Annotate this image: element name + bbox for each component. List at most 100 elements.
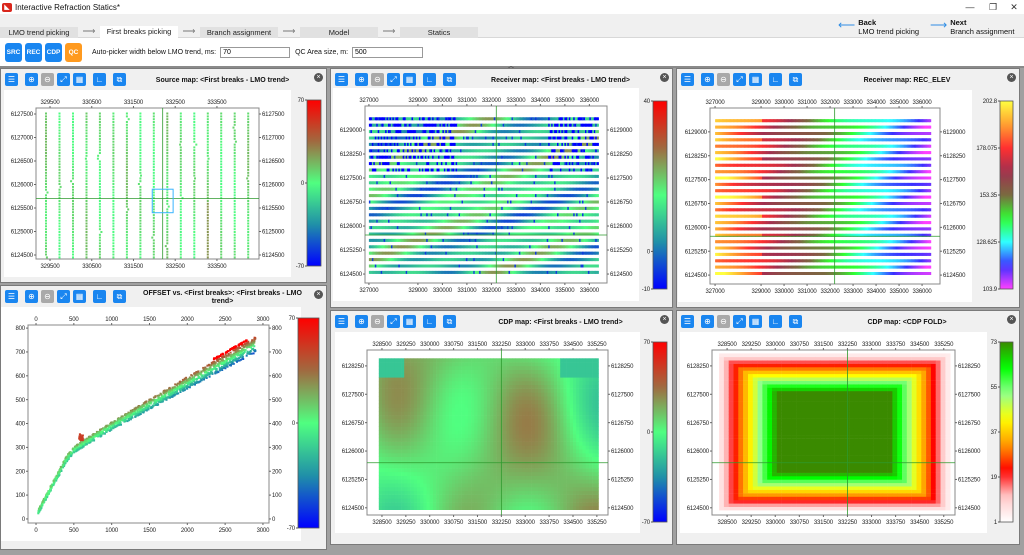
data-point	[166, 185, 169, 188]
data-point	[45, 214, 47, 217]
data-point	[127, 418, 130, 421]
zoom-in-icon[interactable]: ⊕	[355, 73, 368, 86]
qc-area-box[interactable]	[151, 188, 174, 214]
axes-icon[interactable]: ∟	[93, 290, 106, 303]
data-point	[451, 130, 454, 134]
tab-first-breaks-picking[interactable]: First breaks picking	[100, 26, 178, 39]
src-mode-button[interactable]: SRC	[5, 43, 22, 62]
data-point	[233, 239, 236, 242]
data-point	[579, 155, 582, 159]
fit-extent-icon[interactable]: ⤢	[387, 73, 400, 86]
data-point	[540, 168, 544, 172]
data-point	[220, 228, 223, 231]
rec-mode-button[interactable]: REC	[25, 43, 42, 62]
data-point	[582, 162, 585, 166]
data-point	[391, 213, 394, 217]
close-panel-icon[interactable]: ×	[660, 73, 669, 82]
data-point	[72, 236, 74, 239]
data-point	[66, 455, 69, 458]
one-to-one-icon[interactable]: ▦	[73, 73, 86, 86]
data-point	[579, 181, 582, 185]
x-tick-label: 329500	[40, 100, 60, 106]
one-to-one-icon[interactable]: ▦	[403, 73, 416, 86]
one-to-one-icon[interactable]: ▦	[73, 290, 86, 303]
minimize-icon[interactable]: —	[965, 2, 975, 12]
plot-canvas[interactable]: 0050050010001000150015002000200025002500…	[1, 286, 328, 551]
data-point	[411, 123, 414, 127]
data-point	[514, 187, 517, 191]
data-point	[413, 187, 416, 191]
data-point	[392, 142, 395, 146]
data-point	[85, 202, 88, 205]
data-point	[557, 181, 560, 185]
popout-icon[interactable]: ⧉	[113, 290, 126, 303]
data-point	[152, 222, 155, 225]
data-point	[546, 174, 549, 178]
fit-extent-icon[interactable]: ⤢	[57, 290, 70, 303]
plot-canvas[interactable]: 3295003295003305003305003315003315003325…	[1, 69, 328, 284]
data-point	[131, 416, 134, 419]
data-point	[379, 142, 382, 146]
data-point	[72, 152, 74, 154]
data-point	[52, 484, 55, 487]
back-button[interactable]: ⟵ Back LMO trend picking	[838, 18, 919, 36]
data-point	[482, 206, 485, 210]
settings-icon[interactable]: ☰	[335, 73, 348, 86]
popout-icon[interactable]: ⧉	[443, 73, 456, 86]
zoom-in-icon[interactable]: ⊕	[25, 290, 38, 303]
data-point	[371, 136, 375, 140]
data-point	[576, 206, 579, 210]
data-point	[253, 341, 256, 344]
data-point	[45, 149, 47, 152]
data-point	[382, 162, 385, 166]
close-panel-icon[interactable]: ×	[314, 290, 323, 299]
tab-branch-assignment[interactable]: Branch assignment	[200, 27, 278, 38]
data-point	[427, 174, 430, 178]
data-point	[377, 206, 380, 210]
data-point	[185, 376, 188, 379]
data-point	[185, 378, 188, 381]
data-point	[396, 200, 399, 204]
autopicker-width-input[interactable]	[220, 47, 291, 58]
close-icon[interactable]: ✕	[1010, 2, 1018, 12]
settings-icon[interactable]: ☰	[5, 290, 18, 303]
data-point	[72, 242, 74, 245]
data-point	[385, 200, 388, 204]
data-point	[524, 181, 527, 185]
qc-area-input[interactable]	[352, 47, 424, 58]
data-point	[371, 162, 375, 166]
settings-icon[interactable]: ☰	[5, 73, 18, 86]
data-point	[139, 256, 142, 259]
data-point	[179, 149, 182, 152]
tab-statics[interactable]: Statics	[400, 27, 478, 38]
data-point	[562, 174, 566, 178]
tab-model[interactable]: Model	[300, 27, 378, 38]
data-point	[195, 371, 198, 374]
zoom-in-icon[interactable]: ⊕	[25, 73, 38, 86]
collapse-toolbar-chevron-icon[interactable]: ︿	[507, 61, 515, 70]
axes-icon[interactable]: ∟	[423, 73, 436, 86]
plot-canvas[interactable]: 3270003270003290003290003300003300003310…	[331, 69, 674, 309]
data-point	[443, 194, 447, 198]
data-point	[518, 130, 521, 134]
data-point	[432, 168, 435, 172]
axes-icon[interactable]: ∟	[93, 73, 106, 86]
data-point	[551, 200, 554, 204]
data-point	[199, 380, 202, 383]
restore-icon[interactable]: ❐	[988, 2, 998, 12]
data-point	[449, 130, 452, 134]
data-point	[379, 155, 382, 159]
data-point	[382, 194, 385, 198]
cdp-mode-button[interactable]: CDP	[45, 43, 62, 62]
data-point	[179, 168, 182, 171]
next-button[interactable]: ⟶ Next Branch assignment	[930, 18, 1014, 36]
fit-extent-icon[interactable]: ⤢	[57, 73, 70, 86]
data-point	[206, 202, 209, 205]
data-point	[429, 168, 432, 172]
qc-mode-button[interactable]: QC	[65, 43, 82, 62]
tab-lmo-trend-picking[interactable]: LMO trend picking	[0, 27, 78, 38]
popout-icon[interactable]: ⧉	[113, 73, 126, 86]
data-point	[179, 146, 182, 149]
close-panel-icon[interactable]: ×	[314, 73, 323, 82]
data-point	[590, 200, 593, 204]
